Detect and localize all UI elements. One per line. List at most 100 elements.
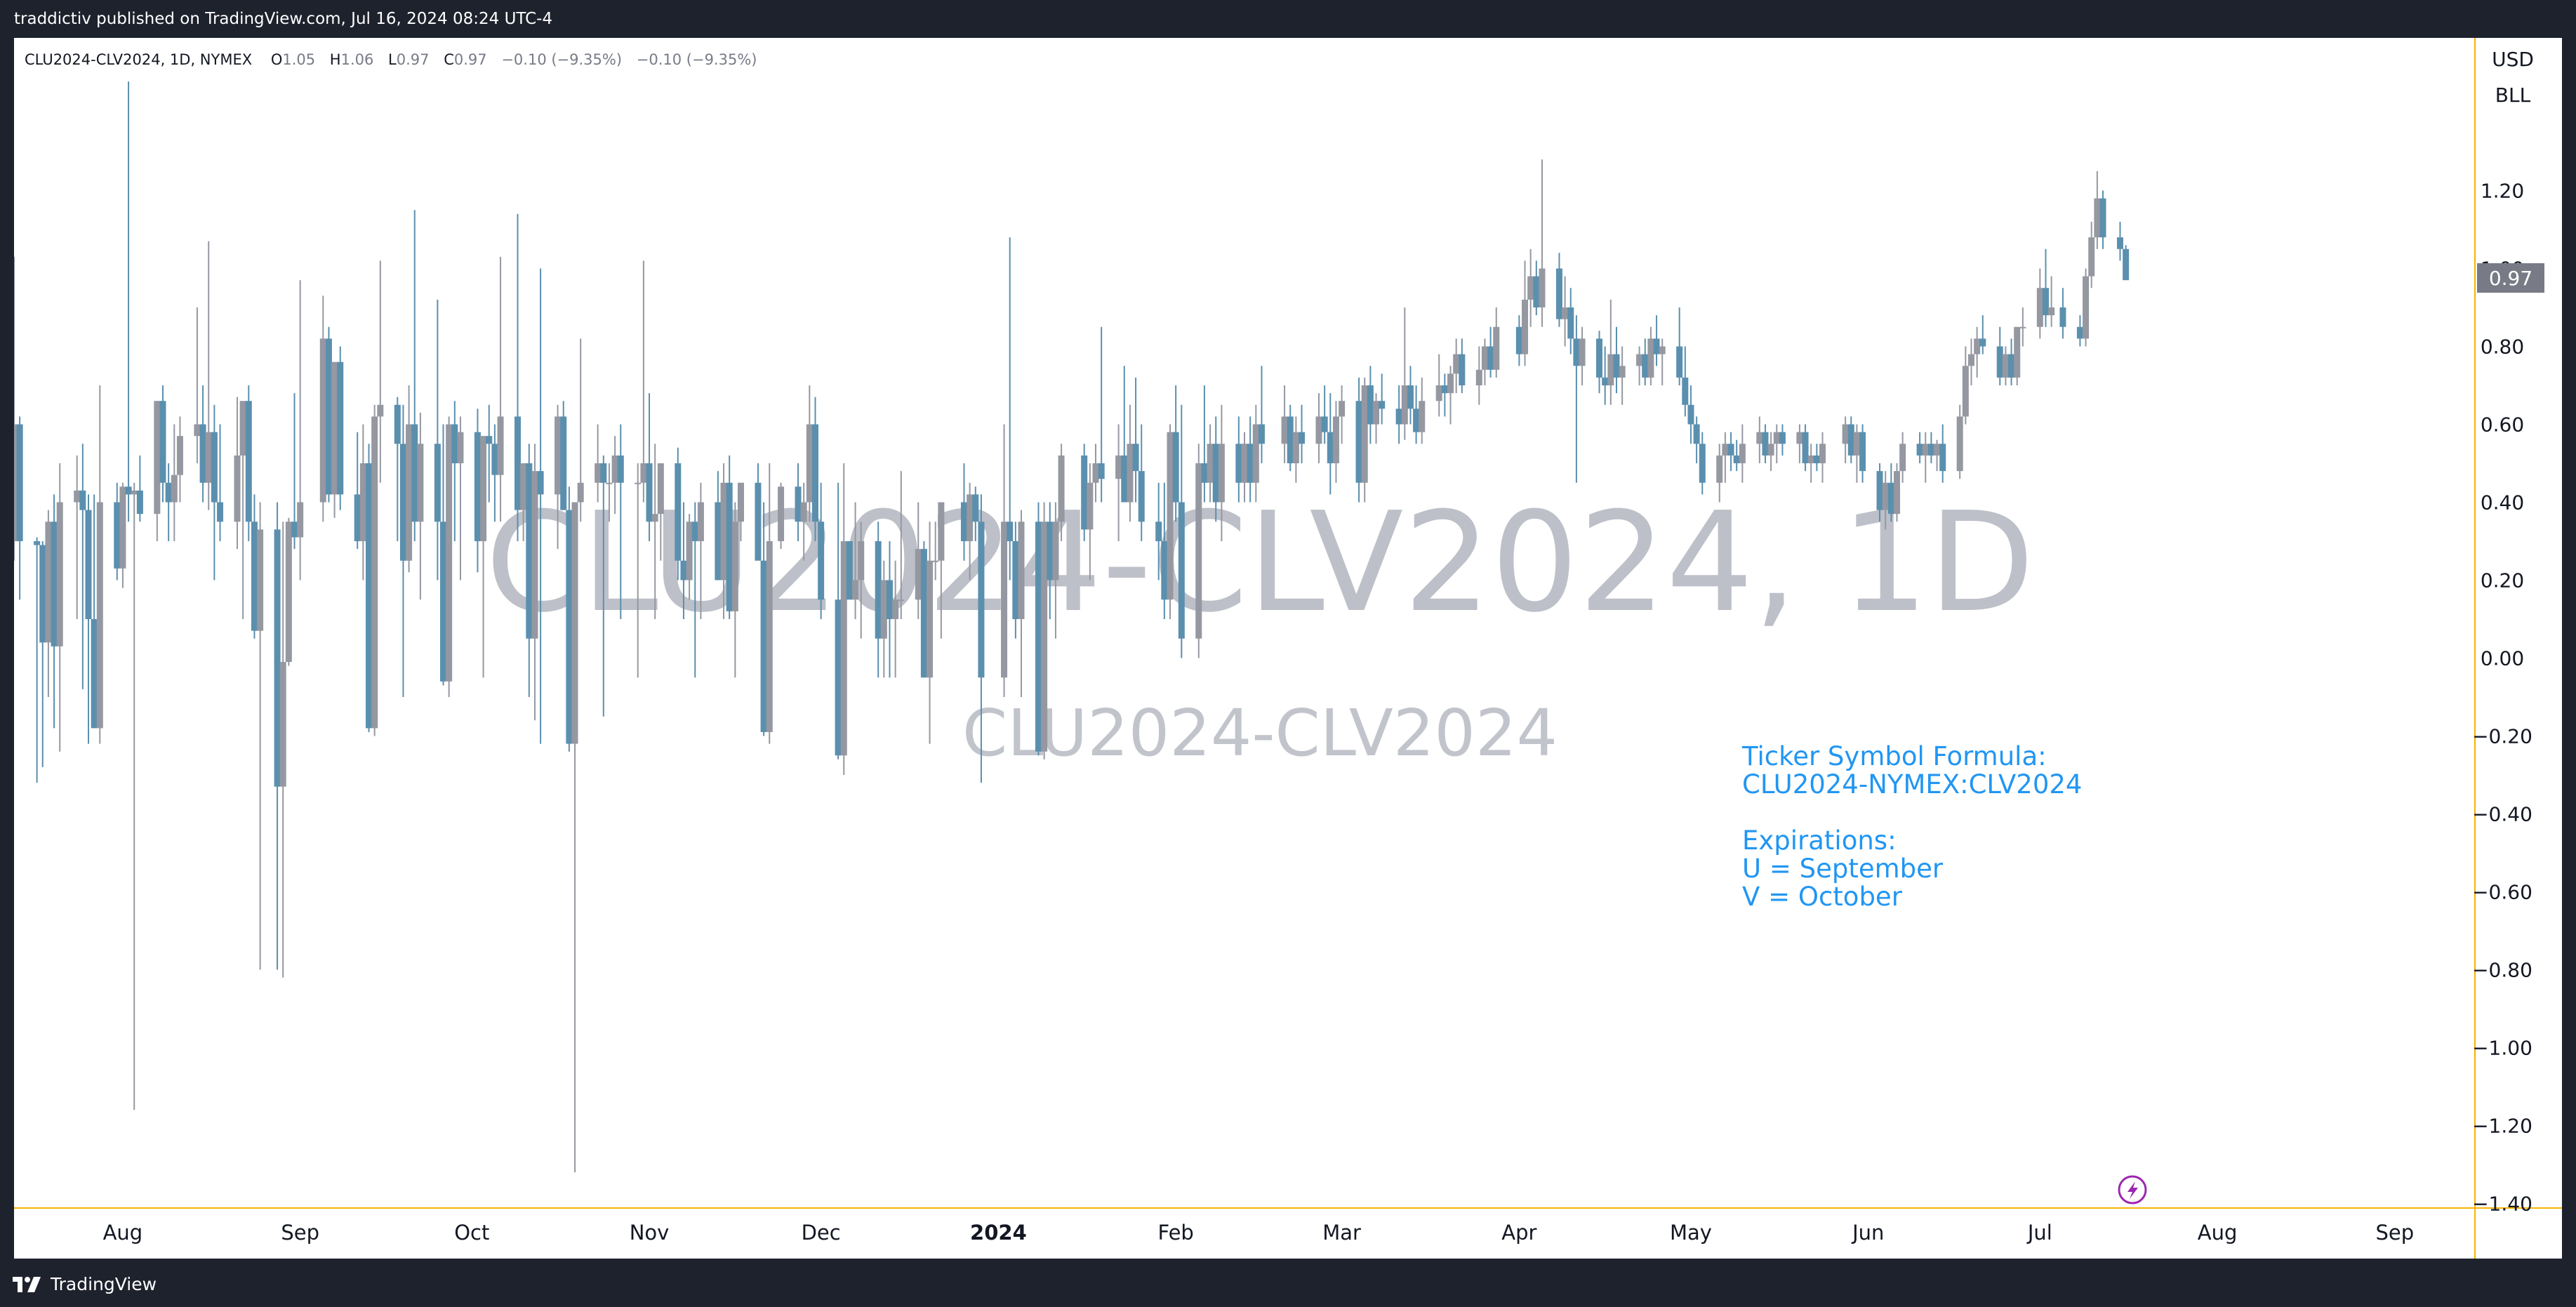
candle-body	[1355, 401, 1362, 483]
candle	[446, 416, 453, 697]
candle	[537, 268, 544, 744]
legend-open: 1.05	[282, 51, 315, 68]
candle	[731, 502, 738, 678]
candle	[1459, 338, 1466, 394]
candle-body	[938, 502, 945, 561]
candle	[2083, 268, 2090, 347]
candle-body	[434, 444, 441, 522]
candle	[1379, 373, 1386, 425]
tradingview-logo[interactable]: TradingView	[13, 1274, 157, 1294]
candle	[818, 482, 825, 619]
candle	[514, 213, 522, 541]
lightning-bolt-icon[interactable]	[2118, 1175, 2147, 1205]
chart-panel[interactable]: CLU2024-CLV2024, 1D CLU2024-CLV2024 CLU2…	[14, 38, 2562, 1259]
candle-body	[1515, 326, 1522, 354]
price-tick-label: 0.20	[2481, 569, 2524, 592]
candle-body	[1292, 432, 1299, 463]
candle	[657, 463, 664, 561]
candle-body	[1373, 401, 1380, 425]
candle-body	[600, 463, 607, 483]
candle	[1533, 260, 1540, 316]
candle-body	[446, 424, 453, 682]
candle	[846, 541, 853, 600]
candle-body	[417, 444, 424, 522]
candle	[1087, 463, 1094, 580]
candle	[1882, 471, 1889, 530]
candle-body	[920, 549, 927, 678]
candle-body	[1979, 338, 1986, 347]
candle-body	[1167, 432, 1174, 600]
candle-body	[560, 416, 567, 510]
candle	[285, 517, 292, 666]
candle	[571, 502, 578, 1173]
candle	[205, 241, 212, 510]
candle-body	[1779, 432, 1786, 444]
candle-body	[377, 404, 384, 417]
candle-body	[720, 482, 727, 580]
candle-body	[1241, 444, 1248, 483]
candle	[1241, 432, 1248, 503]
candle-body	[1996, 346, 2003, 378]
candle-body	[411, 424, 418, 522]
candle	[337, 346, 344, 510]
candle-body	[1127, 444, 1134, 503]
candle	[91, 494, 98, 729]
time-tick-label: Apr	[1501, 1221, 1536, 1245]
price-axis[interactable]: 1.201.000.800.600.400.200.00−0.20−0.40−0…	[2472, 180, 2532, 1216]
candle-body	[555, 416, 562, 495]
candle	[451, 401, 458, 541]
candle	[1052, 502, 1059, 639]
candle	[1515, 315, 1522, 366]
candle-body	[1602, 377, 1609, 385]
candle	[1419, 377, 1426, 444]
candle	[1842, 416, 1849, 463]
price-tick-label: 0.60	[2481, 413, 2524, 437]
candle-body	[811, 424, 818, 522]
candle-body	[1339, 401, 1346, 417]
candle	[1127, 404, 1134, 522]
candle	[1475, 346, 1482, 405]
candle-body	[2116, 237, 2123, 249]
candle-body	[1562, 307, 1569, 319]
legend-low-label: L	[388, 51, 397, 68]
candle-body	[2099, 198, 2106, 238]
candle	[1876, 463, 1883, 522]
candle-body	[898, 599, 905, 602]
candle	[1687, 385, 1694, 444]
candle	[1979, 315, 1986, 354]
candle-body	[726, 482, 733, 611]
candle-body	[932, 560, 939, 562]
candle	[1762, 424, 1769, 463]
time-tick-label: Aug	[103, 1221, 143, 1245]
last-price-label: 0.97	[2489, 267, 2532, 290]
candle-body	[1893, 471, 1900, 515]
time-axis[interactable]: Aug Sep Oct Nov Dec 2024 Feb Mar Apr May Jun Jul Aug…	[103, 1221, 2415, 1245]
candle-body	[125, 486, 132, 495]
candle-body	[1035, 522, 1042, 752]
candle	[531, 444, 538, 721]
candle-body	[1327, 432, 1334, 463]
candle-body	[1115, 455, 1122, 479]
candle	[2076, 315, 2083, 347]
legend-close-label: C	[444, 51, 454, 68]
candle	[1481, 338, 1488, 385]
candle-body	[852, 580, 859, 600]
candle	[1555, 253, 1562, 327]
candle-body	[2123, 248, 2130, 281]
candle	[1653, 315, 1660, 366]
candle-body	[818, 522, 825, 600]
candle	[1361, 377, 1368, 503]
candle	[560, 401, 567, 510]
candle	[1115, 424, 1122, 541]
annotation-note[interactable]: Ticker Symbol Formula: CLU2024-NYMEX:CLV…	[1741, 741, 2082, 912]
candle-body	[1235, 444, 1242, 483]
candle	[434, 299, 441, 580]
legend-high: 1.06	[341, 51, 374, 68]
candle	[806, 385, 813, 522]
candle	[297, 280, 304, 580]
candle-body	[800, 502, 807, 522]
candle	[520, 463, 527, 541]
price-chart[interactable]: CLU2024-CLV2024, 1D CLU2024-CLV2024 CLU2…	[14, 38, 2562, 1259]
note-line-1: Ticker Symbol Formula:	[1741, 741, 2047, 771]
tradingview-logo-icon	[13, 1276, 41, 1292]
